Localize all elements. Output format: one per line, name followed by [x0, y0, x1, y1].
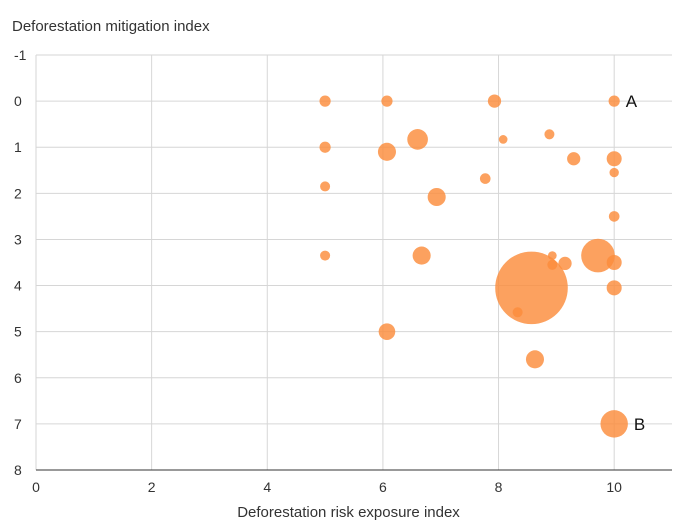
bubble [606, 151, 622, 167]
point-label: B [634, 415, 645, 434]
bubble [319, 141, 331, 153]
y-tick-label: -1 [14, 47, 27, 63]
bubble [606, 254, 622, 271]
point-labels: AB [626, 92, 645, 434]
bubble [377, 142, 396, 161]
x-axis-title: Deforestation risk exposure index [237, 504, 460, 521]
bubble [495, 251, 568, 325]
x-tick-label: 4 [263, 479, 271, 495]
x-tick-label: 8 [495, 479, 503, 495]
bubble [608, 211, 620, 222]
bubble [512, 307, 523, 318]
bubble [608, 95, 620, 107]
bubble [381, 95, 393, 107]
bubbles [319, 94, 628, 438]
y-tick-label: 8 [14, 462, 22, 478]
bubble [319, 95, 331, 107]
y-tick-label: 4 [14, 278, 22, 294]
x-tick-label: 6 [379, 479, 387, 495]
bubble [581, 238, 615, 273]
y-tick-label: 1 [14, 139, 22, 155]
bubble [567, 152, 581, 166]
y-tick-label: 2 [14, 185, 22, 201]
bubble [498, 135, 508, 144]
y-tick-label: 6 [14, 370, 22, 386]
bubble [558, 256, 572, 271]
x-tick-label: 2 [148, 479, 156, 495]
x-tick-label: 0 [32, 479, 40, 495]
bubble [600, 410, 628, 438]
y-axis-title: Deforestation mitigation index [12, 18, 210, 35]
y-tick-label: 3 [14, 231, 22, 247]
bubble [479, 173, 491, 184]
bubble [606, 280, 622, 296]
x-tick-label: 10 [606, 479, 622, 495]
y-tick-label: 0 [14, 93, 22, 109]
grid-lines [35, 54, 672, 471]
bubble [407, 129, 428, 150]
bubble [412, 246, 431, 265]
bubble [320, 250, 331, 261]
y-tick-label: 5 [14, 324, 22, 340]
bubble [320, 181, 331, 192]
bubble [378, 323, 396, 340]
bubble [487, 94, 502, 108]
y-tick-label: 7 [14, 416, 22, 432]
bubble [609, 167, 619, 178]
point-label: A [626, 92, 638, 111]
bubble [427, 187, 446, 207]
bubble [544, 129, 555, 140]
bubble [525, 350, 545, 369]
